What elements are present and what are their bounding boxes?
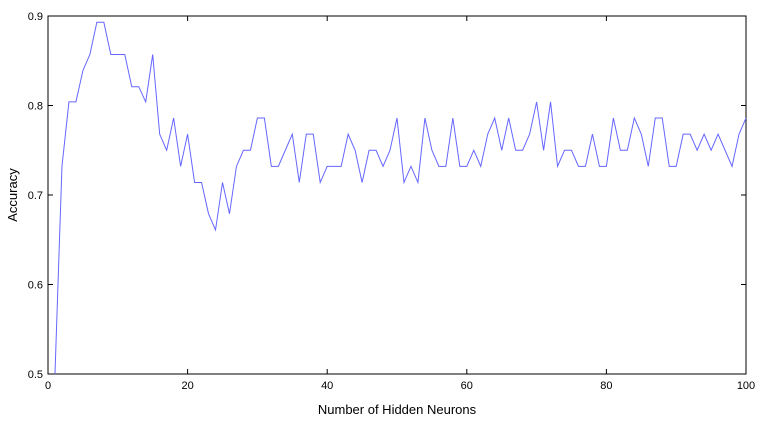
x-tick-label: 80 (600, 380, 612, 392)
y-axis-title: Accuracy (5, 168, 20, 222)
x-tick-label: 0 (45, 380, 51, 392)
tick-labels: 0 20 40 60 80 100 0.5 0.6 0.7 0.8 0.9 (28, 11, 755, 392)
x-tick-label: 40 (321, 380, 333, 392)
y-tick-label: 0.8 (28, 101, 43, 113)
x-tick-label: 60 (461, 380, 473, 392)
series-layer (54, 21, 747, 375)
axis-ticks (47, 15, 747, 375)
series-line (54, 21, 747, 375)
y-tick-label: 0.7 (28, 190, 43, 202)
y-tick-label: 0.5 (28, 369, 43, 381)
x-axis-title: Number of Hidden Neurons (318, 402, 477, 417)
plot-area-frame (47, 15, 747, 375)
x-tick-label: 20 (181, 380, 193, 392)
y-tick-label: 0.6 (28, 280, 43, 292)
y-tick-label: 0.9 (28, 11, 43, 23)
x-tick-label: 100 (737, 380, 755, 392)
